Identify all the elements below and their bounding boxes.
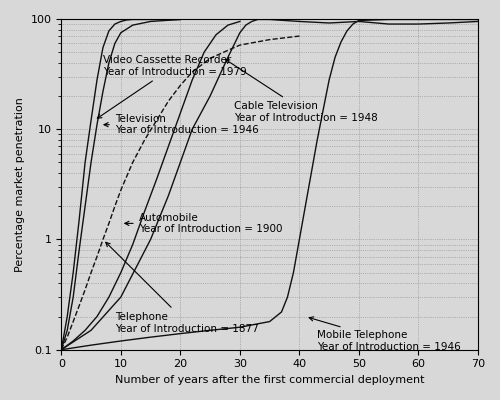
Text: Video Cassette Recorder
Year of Introduction = 1979: Video Cassette Recorder Year of Introduc…: [98, 55, 246, 118]
Text: Automobile
Year of Introduction = 1900: Automobile Year of Introduction = 1900: [125, 212, 282, 234]
X-axis label: Number of years after the first commercial deployment: Number of years after the first commerci…: [115, 375, 424, 385]
Y-axis label: Percentage market penetration: Percentage market penetration: [15, 97, 25, 272]
Text: Mobile Telephone
Year of Introduction = 1946: Mobile Telephone Year of Introduction = …: [309, 317, 461, 352]
Text: Television
Year of Introduction = 1946: Television Year of Introduction = 1946: [104, 114, 258, 136]
Text: Telephone
Year of Introduction = 1877: Telephone Year of Introduction = 1877: [106, 242, 258, 334]
Text: Cable Television
Year of Introduction = 1948: Cable Television Year of Introduction = …: [226, 60, 378, 123]
